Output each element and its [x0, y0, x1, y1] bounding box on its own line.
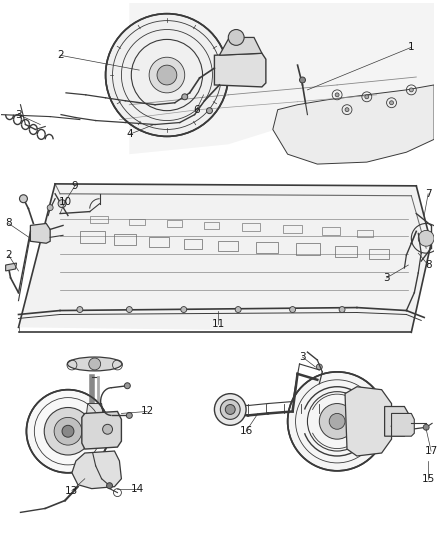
Circle shape: [345, 108, 349, 111]
Polygon shape: [392, 414, 414, 436]
Text: 14: 14: [131, 483, 144, 494]
Polygon shape: [82, 411, 121, 449]
Polygon shape: [215, 53, 266, 87]
Circle shape: [149, 57, 185, 93]
Circle shape: [181, 306, 187, 312]
Text: 4: 4: [126, 130, 133, 140]
Circle shape: [389, 101, 393, 104]
Text: 11: 11: [212, 319, 225, 329]
Text: 15: 15: [421, 474, 435, 484]
Circle shape: [126, 413, 132, 418]
Circle shape: [215, 394, 246, 425]
Bar: [335, 246, 357, 257]
Circle shape: [329, 414, 345, 429]
Circle shape: [228, 29, 244, 45]
Text: 2: 2: [57, 50, 64, 60]
Circle shape: [316, 364, 322, 370]
Polygon shape: [385, 407, 408, 436]
Bar: [219, 241, 238, 251]
Text: 3: 3: [383, 273, 390, 283]
Bar: [80, 231, 105, 243]
Circle shape: [106, 483, 113, 489]
Circle shape: [410, 88, 413, 92]
Text: 3: 3: [15, 110, 22, 119]
Circle shape: [182, 94, 188, 100]
Text: 10: 10: [58, 197, 71, 207]
Circle shape: [124, 383, 131, 389]
Bar: [129, 219, 145, 225]
Polygon shape: [18, 184, 431, 332]
Polygon shape: [6, 263, 17, 271]
Circle shape: [220, 400, 240, 419]
Polygon shape: [345, 387, 392, 456]
Bar: [149, 237, 169, 247]
Ellipse shape: [67, 357, 122, 371]
Circle shape: [54, 417, 82, 445]
Circle shape: [44, 408, 92, 455]
Polygon shape: [219, 37, 262, 55]
Bar: [296, 243, 320, 255]
Circle shape: [89, 358, 101, 370]
Circle shape: [225, 405, 235, 415]
Text: 13: 13: [65, 486, 78, 496]
Bar: [114, 235, 136, 245]
Text: 8: 8: [425, 260, 431, 270]
Text: 12: 12: [141, 407, 154, 416]
Circle shape: [77, 306, 83, 312]
Circle shape: [26, 390, 110, 473]
Circle shape: [339, 306, 345, 312]
Circle shape: [47, 205, 53, 211]
Circle shape: [288, 372, 387, 471]
Circle shape: [290, 306, 296, 312]
Circle shape: [102, 424, 113, 434]
Text: 6: 6: [193, 104, 200, 115]
Text: 2: 2: [5, 250, 12, 260]
Bar: [167, 221, 182, 228]
Polygon shape: [273, 85, 434, 164]
Circle shape: [235, 306, 241, 312]
Circle shape: [106, 14, 228, 136]
Circle shape: [126, 306, 132, 312]
Bar: [256, 243, 278, 253]
Polygon shape: [30, 223, 50, 243]
Circle shape: [20, 195, 28, 203]
Bar: [242, 223, 260, 231]
Circle shape: [157, 65, 177, 85]
Bar: [369, 249, 389, 259]
Text: 8: 8: [5, 219, 12, 229]
Circle shape: [319, 403, 355, 439]
Bar: [283, 225, 303, 233]
Polygon shape: [129, 3, 434, 154]
Circle shape: [335, 93, 339, 97]
Circle shape: [423, 424, 429, 430]
Bar: [204, 222, 219, 229]
Text: 3: 3: [299, 352, 306, 362]
Polygon shape: [86, 403, 104, 419]
Circle shape: [62, 425, 74, 437]
Circle shape: [206, 108, 212, 114]
Circle shape: [58, 200, 66, 208]
Text: 16: 16: [240, 426, 253, 436]
Bar: [184, 239, 201, 249]
Text: 1: 1: [408, 42, 415, 52]
Circle shape: [418, 230, 434, 246]
Text: 7: 7: [425, 189, 431, 199]
Circle shape: [365, 95, 369, 99]
Circle shape: [300, 77, 305, 83]
Text: 9: 9: [71, 181, 78, 191]
Bar: [322, 228, 340, 236]
Text: 17: 17: [424, 446, 438, 456]
Bar: [357, 230, 373, 237]
Bar: [90, 215, 108, 223]
Polygon shape: [72, 451, 121, 489]
